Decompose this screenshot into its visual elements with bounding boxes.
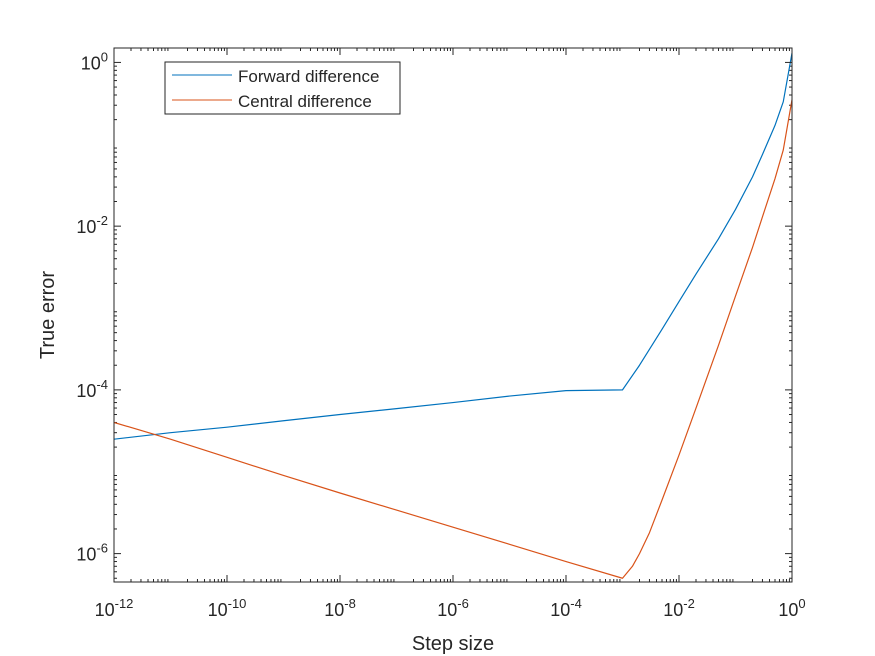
series-line-forward-difference <box>114 52 792 440</box>
legend: Forward difference Central difference <box>164 61 401 115</box>
x-tick-label: 10-2 <box>663 596 695 620</box>
x-tick-label: 10-8 <box>324 596 356 620</box>
x-tick-label: 100 <box>778 596 805 620</box>
x-tick-label: 10-6 <box>437 596 469 620</box>
x-tick-label: 10-12 <box>95 596 134 620</box>
x-axis-label: Step size <box>412 633 494 655</box>
x-tick-label: 10-10 <box>208 596 247 620</box>
series-layer <box>114 52 792 579</box>
legend-box <box>164 61 401 115</box>
y-tick-labels: 10-6 10-4 10-2 100 <box>76 49 108 564</box>
series-line-central-difference <box>114 99 792 579</box>
y-axis-label: True error <box>37 271 59 360</box>
y-tick-label: 100 <box>81 49 108 73</box>
y-tick-label: 10-4 <box>76 377 108 401</box>
y-tick-label: 10-2 <box>76 213 108 237</box>
legend-label-central-difference: Central difference <box>238 92 372 111</box>
legend-label-forward-difference: Forward difference <box>238 67 379 86</box>
plot-area <box>114 48 792 582</box>
x-tick-labels: 10-12 10-10 10-8 10-6 10-4 10-2 100 <box>95 596 806 620</box>
x-tick-label: 10-4 <box>550 596 582 620</box>
y-tick-label: 10-6 <box>76 541 108 565</box>
axes-box <box>113 47 793 583</box>
